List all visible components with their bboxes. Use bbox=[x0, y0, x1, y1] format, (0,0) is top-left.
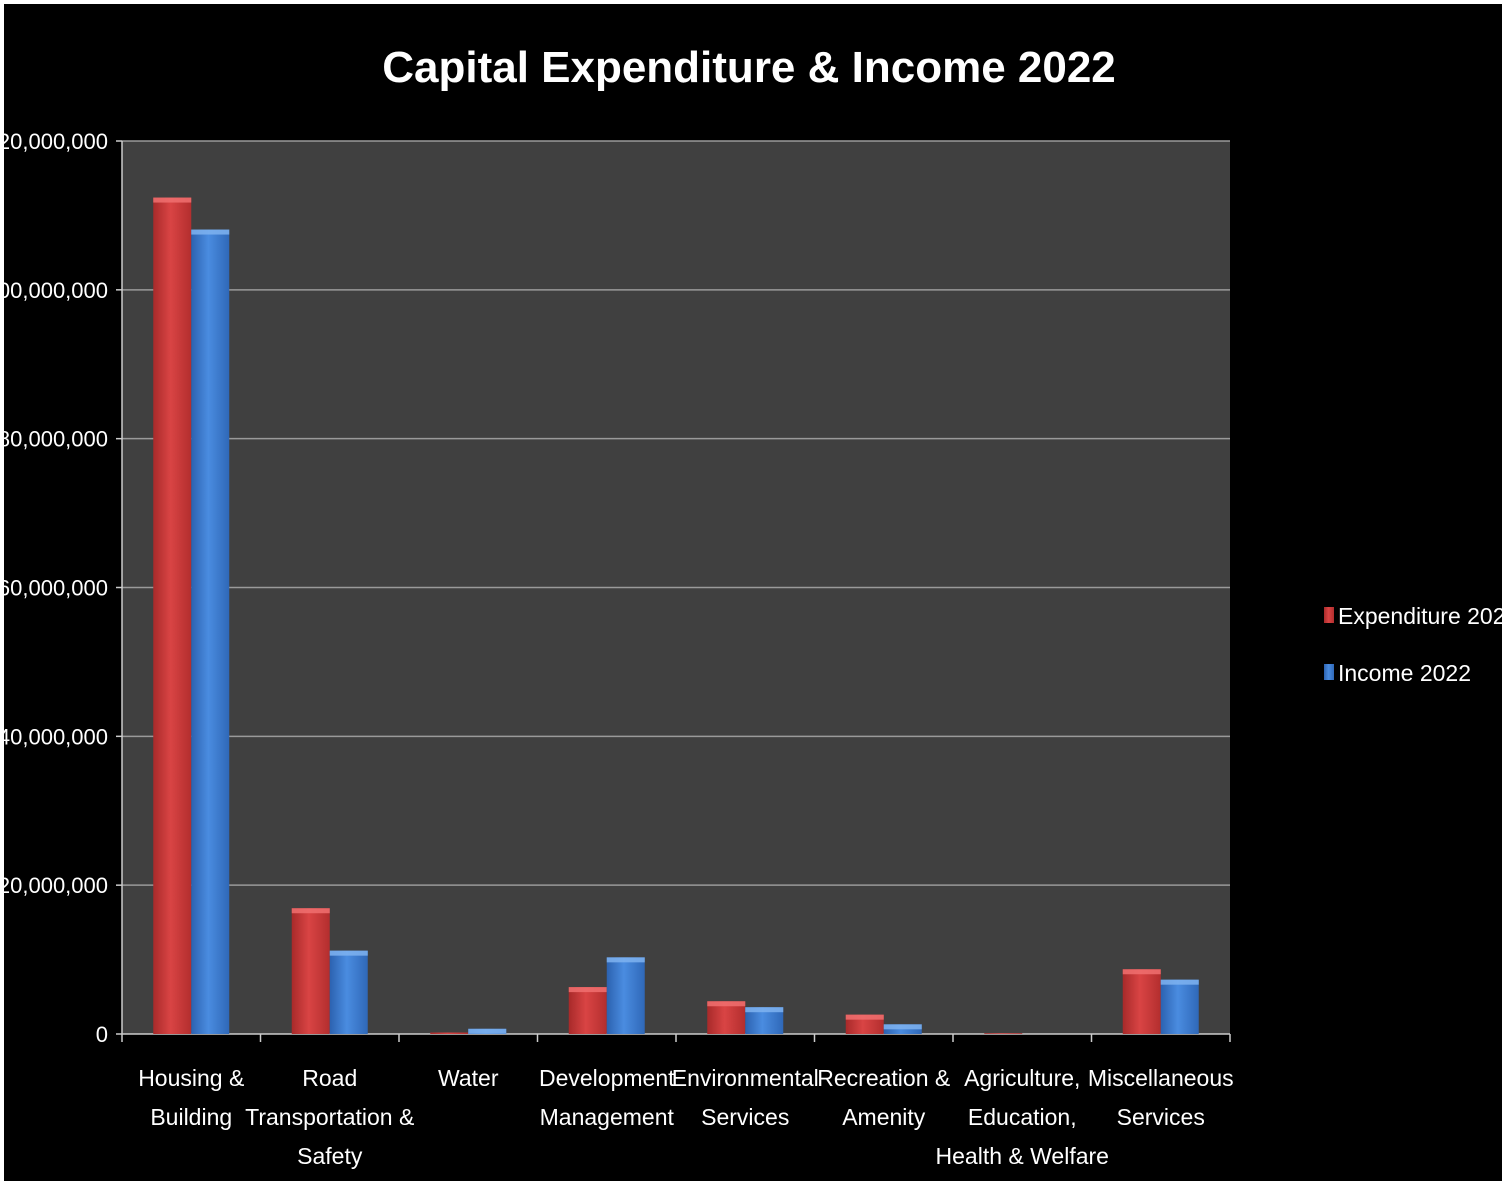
bar-expenditure bbox=[291, 908, 330, 1034]
y-tick-label: 20,000,000 bbox=[4, 873, 108, 898]
bar-income bbox=[1160, 979, 1199, 1034]
bar-top bbox=[1122, 969, 1161, 975]
y-tick-label: 60,000,000 bbox=[4, 576, 108, 601]
bar-expenditure bbox=[1122, 969, 1161, 1034]
bar-top bbox=[329, 950, 368, 956]
bar-body bbox=[568, 987, 607, 1034]
chart-svg: Capital Expenditure & Income 2022 0 20,00… bbox=[4, 43, 1502, 1169]
bar-body bbox=[291, 908, 330, 1034]
legend: Expenditure 2022 Income 2022 bbox=[1324, 603, 1502, 686]
x-tick-label: Miscellaneous Services bbox=[1088, 1065, 1234, 1130]
bar-body bbox=[1160, 979, 1199, 1034]
bar-top bbox=[745, 1007, 784, 1013]
x-tick-label: Recreation & Amenity bbox=[817, 1065, 950, 1130]
x-tick-label: Road Transportation & Safety bbox=[245, 1065, 414, 1169]
chart-frame: Capital Expenditure & Income 2022 0 20,00… bbox=[4, 4, 1502, 1181]
bar-income bbox=[329, 950, 368, 1034]
x-tick-label: Environmental Services bbox=[672, 1065, 819, 1130]
bar-top bbox=[606, 957, 645, 963]
bar-body bbox=[1122, 969, 1161, 1034]
y-tick-label: 80,000,000 bbox=[4, 427, 108, 452]
legend-item: Expenditure 2022 bbox=[1324, 603, 1502, 629]
bar-top bbox=[291, 908, 330, 914]
bar-expenditure bbox=[568, 987, 607, 1034]
bar-income bbox=[606, 957, 645, 1034]
bar-income bbox=[468, 1028, 507, 1034]
y-tick-label: 120,000,000 bbox=[4, 129, 108, 154]
bar-expenditure bbox=[984, 1033, 1023, 1034]
bar-top bbox=[191, 229, 230, 235]
x-tick-label: Agriculture, Education, Health & Welfare bbox=[936, 1065, 1109, 1169]
bar-body bbox=[153, 197, 192, 1035]
bar-body bbox=[329, 950, 368, 1034]
bar-income bbox=[883, 1024, 922, 1034]
bar-body bbox=[606, 957, 645, 1034]
bar-top bbox=[1160, 979, 1199, 985]
x-tick-label: Housing & Building bbox=[138, 1065, 244, 1130]
legend-swatch bbox=[1324, 607, 1334, 623]
bar-body bbox=[707, 1001, 746, 1034]
bar-top bbox=[707, 1001, 746, 1007]
bar-body bbox=[430, 1032, 469, 1034]
legend-swatch bbox=[1324, 664, 1334, 680]
y-tick-label: 0 bbox=[96, 1022, 108, 1047]
y-tick-label: 40,000,000 bbox=[4, 724, 108, 749]
chart-title: Capital Expenditure & Income 2022 bbox=[382, 43, 1116, 92]
bar-top bbox=[568, 987, 607, 993]
bar-income bbox=[745, 1007, 784, 1034]
legend-label: Income 2022 bbox=[1338, 660, 1471, 686]
bar-expenditure bbox=[845, 1014, 884, 1034]
x-tick-label: Development Management bbox=[539, 1065, 675, 1130]
bars bbox=[153, 197, 1199, 1035]
bar-body bbox=[984, 1033, 1023, 1034]
bar-income bbox=[191, 229, 230, 1034]
bar-top bbox=[468, 1028, 507, 1034]
bar-expenditure bbox=[430, 1032, 469, 1034]
y-tick-label: 100,000,000 bbox=[4, 278, 108, 303]
gridlines bbox=[116, 140, 1230, 1035]
bar-top bbox=[153, 197, 192, 203]
bar-expenditure bbox=[153, 197, 192, 1035]
bar-body bbox=[191, 229, 230, 1034]
x-tick-label: Water bbox=[438, 1065, 499, 1091]
bar-top bbox=[883, 1024, 922, 1030]
y-tick-labels: 0 20,000,000 40,000,000 60,000,000 80,000,00… bbox=[4, 129, 108, 1047]
bar-expenditure bbox=[707, 1001, 746, 1034]
legend-item: Income 2022 bbox=[1324, 660, 1471, 686]
legend-label: Expenditure 2022 bbox=[1338, 603, 1502, 629]
bar-top bbox=[845, 1014, 884, 1020]
